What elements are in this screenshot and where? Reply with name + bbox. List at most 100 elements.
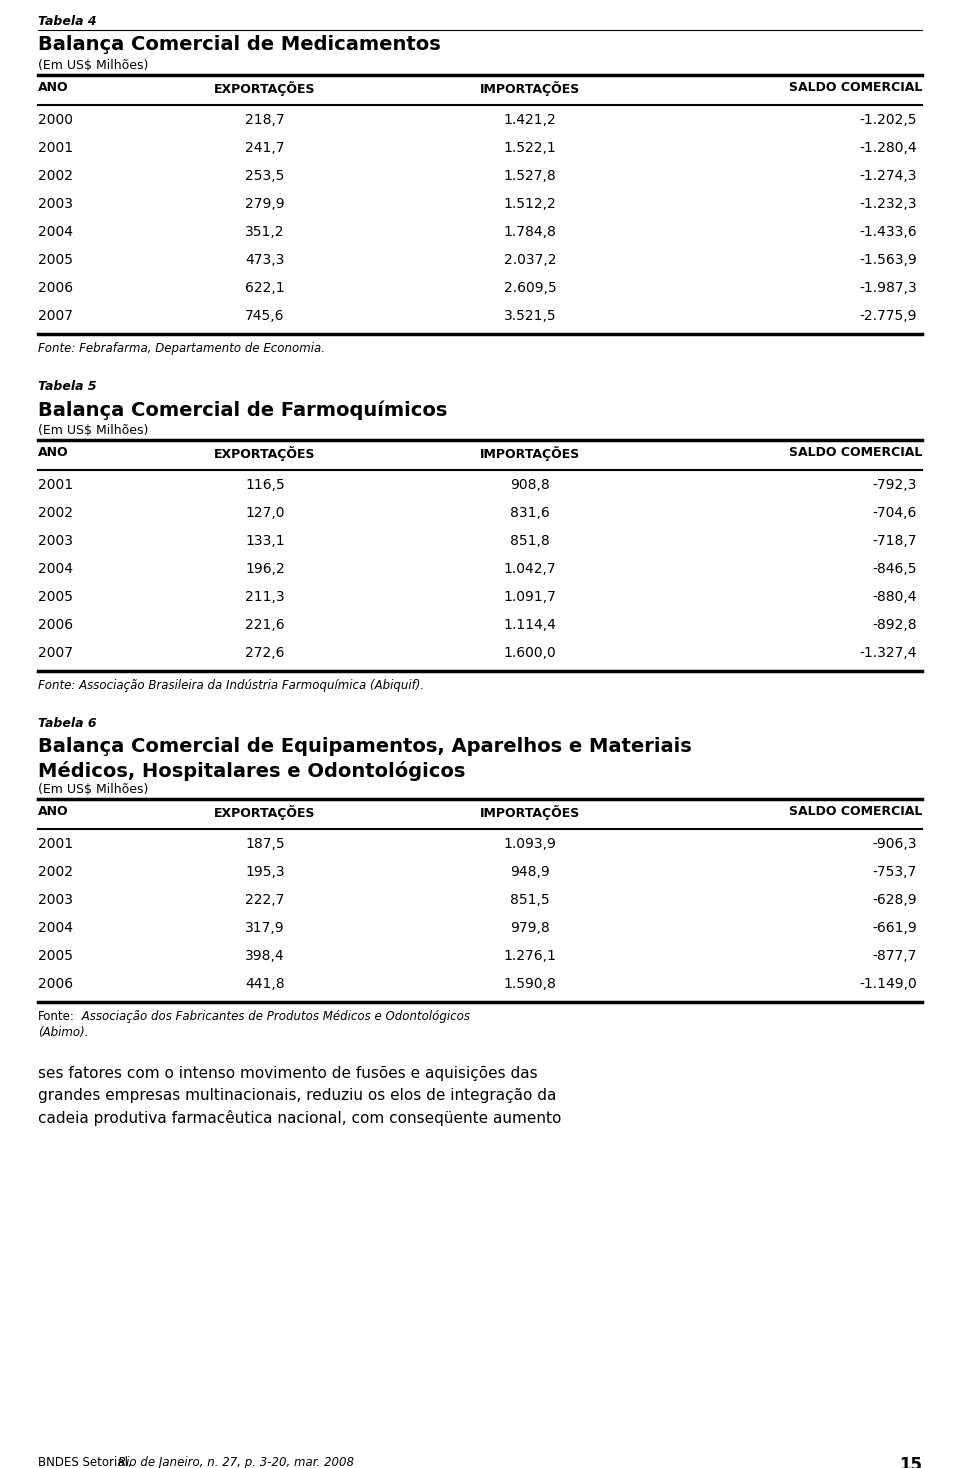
Text: IMPORTAÇÕES: IMPORTAÇÕES: [480, 804, 580, 821]
Text: 2003: 2003: [38, 197, 73, 211]
Text: 2002: 2002: [38, 506, 73, 520]
Text: 1.784,8: 1.784,8: [504, 225, 557, 239]
Text: 351,2: 351,2: [245, 225, 285, 239]
Text: -2.775,9: -2.775,9: [859, 308, 917, 323]
Text: (Abimo).: (Abimo).: [38, 1026, 88, 1039]
Text: 979,8: 979,8: [510, 920, 550, 935]
Text: ANO: ANO: [38, 81, 68, 94]
Text: -892,8: -892,8: [873, 618, 917, 633]
Text: 2004: 2004: [38, 562, 73, 575]
Text: -1.987,3: -1.987,3: [859, 280, 917, 295]
Text: SALDO COMERCIAL: SALDO COMERCIAL: [788, 446, 922, 459]
Text: -880,4: -880,4: [873, 590, 917, 603]
Text: ses fatores com o intenso movimento de fusões e aquisições das: ses fatores com o intenso movimento de f…: [38, 1066, 538, 1080]
Text: 317,9: 317,9: [245, 920, 285, 935]
Text: 116,5: 116,5: [245, 479, 285, 492]
Text: 2.609,5: 2.609,5: [504, 280, 557, 295]
Text: 1.600,0: 1.600,0: [504, 646, 557, 661]
Text: -718,7: -718,7: [873, 534, 917, 548]
Text: 1.042,7: 1.042,7: [504, 562, 556, 575]
Text: 1.590,8: 1.590,8: [504, 978, 557, 991]
Text: 2005: 2005: [38, 252, 73, 267]
Text: IMPORTAÇÕES: IMPORTAÇÕES: [480, 446, 580, 461]
Text: 2004: 2004: [38, 920, 73, 935]
Text: EXPORTAÇÕES: EXPORTAÇÕES: [214, 804, 316, 821]
Text: 127,0: 127,0: [245, 506, 285, 520]
Text: -1.563,9: -1.563,9: [859, 252, 917, 267]
Text: 2003: 2003: [38, 534, 73, 548]
Text: EXPORTAÇÕES: EXPORTAÇÕES: [214, 81, 316, 95]
Text: 2006: 2006: [38, 618, 73, 633]
Text: 2007: 2007: [38, 308, 73, 323]
Text: 2001: 2001: [38, 141, 73, 156]
Text: 2002: 2002: [38, 865, 73, 879]
Text: 1.527,8: 1.527,8: [504, 169, 557, 184]
Text: 2001: 2001: [38, 479, 73, 492]
Text: cadeia produtiva farmacêutica nacional, com conseqüente aumento: cadeia produtiva farmacêutica nacional, …: [38, 1110, 562, 1126]
Text: -792,3: -792,3: [873, 479, 917, 492]
Text: 1.421,2: 1.421,2: [504, 113, 557, 128]
Text: 851,5: 851,5: [510, 893, 550, 907]
Text: -1.280,4: -1.280,4: [859, 141, 917, 156]
Text: -1.149,0: -1.149,0: [859, 978, 917, 991]
Text: 187,5: 187,5: [245, 837, 285, 851]
Text: 195,3: 195,3: [245, 865, 285, 879]
Text: Tabela 6: Tabela 6: [38, 716, 97, 730]
Text: 2001: 2001: [38, 837, 73, 851]
Text: Médicos, Hospitalares e Odontológicos: Médicos, Hospitalares e Odontológicos: [38, 760, 466, 781]
Text: 1.091,7: 1.091,7: [504, 590, 557, 603]
Text: 1.522,1: 1.522,1: [504, 141, 557, 156]
Text: 948,9: 948,9: [510, 865, 550, 879]
Text: Balança Comercial de Medicamentos: Balança Comercial de Medicamentos: [38, 35, 441, 54]
Text: Balança Comercial de Equipamentos, Aparelhos e Materiais: Balança Comercial de Equipamentos, Apare…: [38, 737, 692, 756]
Text: (Em US$ Milhões): (Em US$ Milhões): [38, 782, 149, 796]
Text: IMPORTAÇÕES: IMPORTAÇÕES: [480, 81, 580, 95]
Text: 15: 15: [899, 1456, 922, 1468]
Text: 398,4: 398,4: [245, 948, 285, 963]
Text: 2005: 2005: [38, 948, 73, 963]
Text: 133,1: 133,1: [245, 534, 285, 548]
Text: 831,6: 831,6: [510, 506, 550, 520]
Text: Associação dos Fabricantes de Produtos Médicos e Odontológicos: Associação dos Fabricantes de Produtos M…: [78, 1010, 470, 1023]
Text: 851,8: 851,8: [510, 534, 550, 548]
Text: -753,7: -753,7: [873, 865, 917, 879]
Text: 1.093,9: 1.093,9: [504, 837, 557, 851]
Text: 2.037,2: 2.037,2: [504, 252, 556, 267]
Text: BNDES Setorial,: BNDES Setorial,: [38, 1456, 135, 1468]
Text: -846,5: -846,5: [873, 562, 917, 575]
Text: Tabela 4: Tabela 4: [38, 15, 97, 28]
Text: -1.433,6: -1.433,6: [859, 225, 917, 239]
Text: 908,8: 908,8: [510, 479, 550, 492]
Text: 196,2: 196,2: [245, 562, 285, 575]
Text: 2007: 2007: [38, 646, 73, 661]
Text: 745,6: 745,6: [245, 308, 285, 323]
Text: Balança Comercial de Farmoquímicos: Balança Comercial de Farmoquímicos: [38, 399, 447, 420]
Text: (Em US$ Milhões): (Em US$ Milhões): [38, 59, 149, 72]
Text: -1.327,4: -1.327,4: [859, 646, 917, 661]
Text: 241,7: 241,7: [245, 141, 285, 156]
Text: 272,6: 272,6: [245, 646, 285, 661]
Text: EXPORTAÇÕES: EXPORTAÇÕES: [214, 446, 316, 461]
Text: -1.202,5: -1.202,5: [859, 113, 917, 128]
Text: 473,3: 473,3: [246, 252, 285, 267]
Text: -628,9: -628,9: [873, 893, 917, 907]
Text: Rio de Janeiro, n. 27, p. 3-20, mar. 2008: Rio de Janeiro, n. 27, p. 3-20, mar. 200…: [118, 1456, 354, 1468]
Text: ANO: ANO: [38, 804, 68, 818]
Text: 2002: 2002: [38, 169, 73, 184]
Text: 1.276,1: 1.276,1: [504, 948, 557, 963]
Text: 2006: 2006: [38, 978, 73, 991]
Text: 1.114,4: 1.114,4: [504, 618, 557, 633]
Text: 441,8: 441,8: [245, 978, 285, 991]
Text: 2000: 2000: [38, 113, 73, 128]
Text: (Em US$ Milhões): (Em US$ Milhões): [38, 424, 149, 437]
Text: -661,9: -661,9: [873, 920, 917, 935]
Text: 3.521,5: 3.521,5: [504, 308, 556, 323]
Text: Fonte: Febrafarma, Departamento de Economia.: Fonte: Febrafarma, Departamento de Econo…: [38, 342, 325, 355]
Text: 221,6: 221,6: [245, 618, 285, 633]
Text: 222,7: 222,7: [246, 893, 285, 907]
Text: SALDO COMERCIAL: SALDO COMERCIAL: [788, 81, 922, 94]
Text: -877,7: -877,7: [873, 948, 917, 963]
Text: ANO: ANO: [38, 446, 68, 459]
Text: -704,6: -704,6: [873, 506, 917, 520]
Text: Fonte:: Fonte:: [38, 1010, 75, 1023]
